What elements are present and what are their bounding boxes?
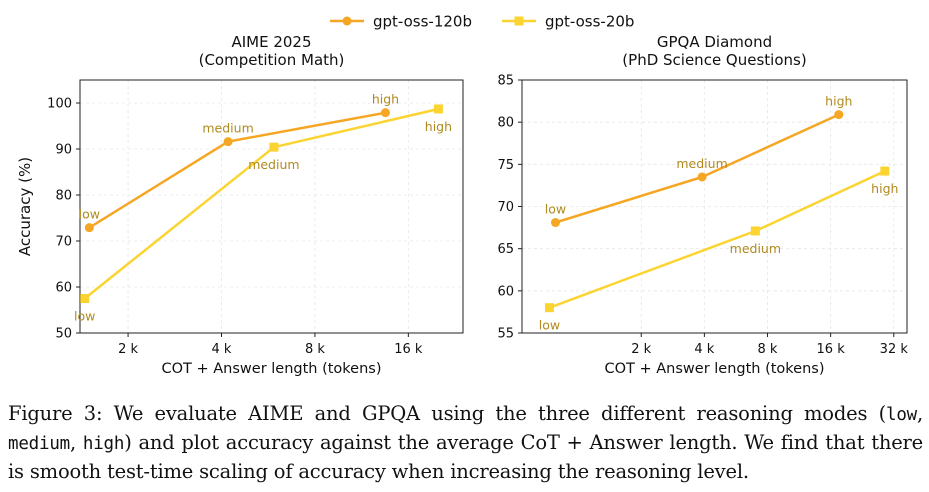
- data-label-medium: medium: [248, 157, 299, 172]
- data-point-gpt-oss-120b: [834, 110, 844, 120]
- x-axis-label: COT + Answer length (tokens): [604, 361, 824, 377]
- legend: gpt-oss-120b gpt-oss-20b: [330, 13, 634, 31]
- aime-chart-panel: 50 60 70 80 90 100 2 k 4 k 8 k 16 k AIME 2025(Comp…: [16, 33, 464, 377]
- y-tick-label: 80: [497, 116, 514, 131]
- caption-sep-1: ,: [917, 402, 923, 425]
- y-tick-label: 50: [55, 327, 72, 342]
- x-tick-label: 16 k: [817, 342, 846, 357]
- data-label-high: high: [425, 119, 452, 134]
- x-tick-label: 2 k: [631, 342, 651, 357]
- data-point-gpt-oss-20b: [544, 303, 554, 313]
- legend-label-gpt-oss-20b: gpt-oss-20b: [545, 13, 634, 31]
- data-label-low: low: [545, 202, 566, 217]
- data-point-gpt-oss-120b: [550, 218, 560, 228]
- figure-caption: Figure 3: We evaluate AIME and GPQA usin…: [8, 400, 923, 485]
- legend-marker-gpt-oss-120b: [342, 16, 352, 26]
- y-tick-label: 60: [497, 284, 514, 299]
- x-tick-label: 4 k: [694, 342, 714, 357]
- data-label-medium: medium: [202, 121, 253, 136]
- legend-label-gpt-oss-120b: gpt-oss-120b: [373, 13, 472, 31]
- caption-mode-high: high: [82, 434, 125, 454]
- data-point-gpt-oss-20b: [880, 166, 890, 176]
- y-tick-label: 75: [497, 158, 514, 173]
- y-tick-label: 60: [55, 281, 72, 296]
- data-label-medium: medium: [676, 156, 727, 171]
- data-label-low: low: [79, 207, 100, 222]
- plot-frame: [79, 79, 464, 334]
- x-tick-label: 32 k: [880, 342, 909, 357]
- data-label-medium: medium: [730, 241, 781, 256]
- x-axis-label: COT + Answer length (tokens): [161, 361, 381, 377]
- y-tick-label: 70: [55, 235, 72, 250]
- y-axis-label: Accuracy (%): [16, 157, 34, 256]
- x-tick-label: 8 k: [758, 342, 778, 357]
- x-tick-label: 16 k: [394, 342, 423, 357]
- y-tick-label: 90: [55, 143, 72, 158]
- series-line-gpt-oss-20b: [549, 169, 886, 309]
- caption-sep-2: ,: [70, 431, 83, 454]
- data-point-gpt-oss-20b: [269, 142, 279, 152]
- series-line-gpt-oss-20b: [83, 107, 439, 300]
- caption-suffix: ) and plot accuracy against the average …: [8, 431, 924, 483]
- caption-mode-medium: medium: [8, 434, 71, 454]
- data-point-gpt-oss-120b: [380, 108, 390, 118]
- y-tick-label: 65: [497, 242, 514, 257]
- data-point-gpt-oss-120b: [84, 223, 94, 233]
- data-point-gpt-oss-20b: [80, 294, 90, 303]
- legend-marker-gpt-oss-20b: [514, 16, 524, 26]
- gpqa-chart-panel: 55 60 65 70 75 80 85 2 k 4 k 8 k 16 k 32 k GPQA Diam…: [497, 33, 908, 377]
- caption-mode-low: low: [885, 405, 917, 425]
- data-label-high: high: [825, 94, 852, 109]
- x-tick-label: 4 k: [212, 342, 232, 357]
- data-label-low: low: [74, 309, 95, 324]
- y-tick-label: 70: [497, 200, 514, 215]
- data-point-gpt-oss-20b: [750, 226, 760, 236]
- x-tick-label: 8 k: [305, 342, 325, 357]
- chart-subtitle: (PhD Science Questions): [622, 51, 806, 69]
- y-tick-label: 85: [497, 74, 514, 89]
- data-point-gpt-oss-120b: [223, 137, 233, 147]
- data-label-high: high: [871, 181, 898, 196]
- chart-title: AIME 2025: [231, 33, 311, 51]
- y-tick-label: 80: [55, 189, 72, 204]
- y-tick-label: 55: [497, 327, 514, 342]
- data-point-gpt-oss-120b: [697, 172, 707, 182]
- y-tick-label: 100: [47, 97, 72, 112]
- caption-prefix: Figure 3: We evaluate AIME and GPQA usin…: [8, 402, 886, 425]
- data-label-high: high: [372, 92, 399, 107]
- chart-title: GPQA Diamond: [657, 33, 772, 51]
- chart-subtitle: (Competition Math): [199, 51, 345, 69]
- figure: gpt-oss-120b gpt-oss-20b 50 60 70 80 90 100 2 k…: [16, 13, 908, 378]
- data-point-gpt-oss-20b: [433, 104, 443, 114]
- data-label-low: low: [539, 318, 560, 333]
- x-tick-label: 2 k: [118, 342, 138, 357]
